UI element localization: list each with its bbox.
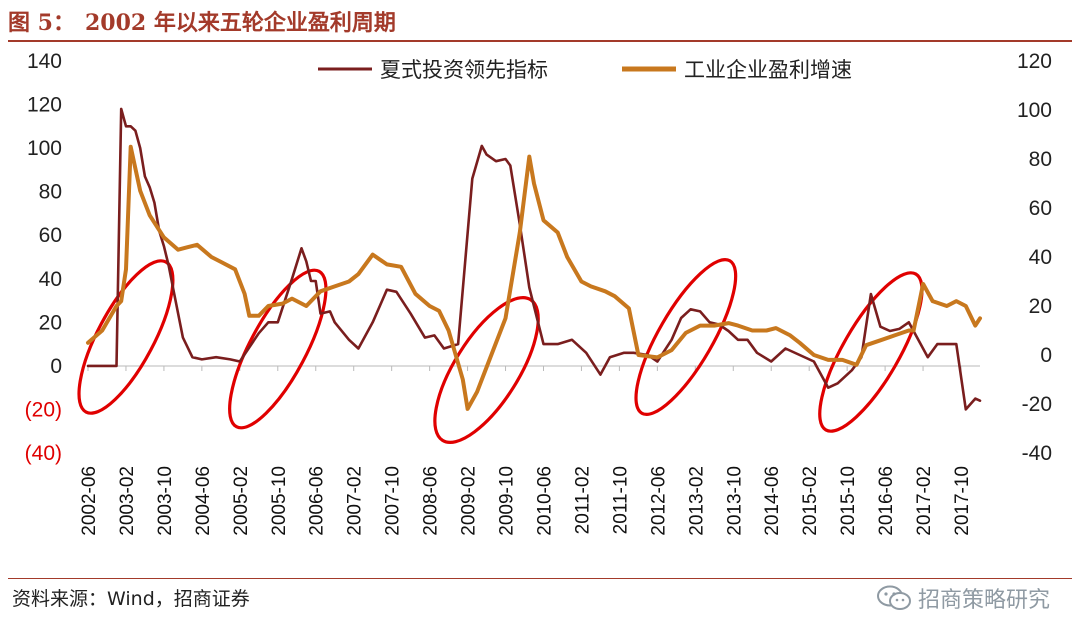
x-axis-tick-label: 2005-02 [231,466,252,536]
x-axis-tick-label: 2015-02 [800,466,821,536]
right-axis-tick-label: -40 [1022,442,1052,465]
right-axis-tick-label: -20 [1022,393,1052,416]
left-axis-tick-label: 40 [39,268,62,291]
x-axis-tick-label: 2015-10 [838,466,859,536]
chart-legend: 夏式投资领先指标 工业企业盈利增速 [318,58,852,82]
series-line-industrial-profit [86,144,982,411]
x-axis-tick-label: 2012-06 [648,466,669,536]
x-axis-tick-label: 2006-06 [307,466,328,536]
left-axis-tick-label: (20) [25,398,62,421]
left-axis-tick-label: 60 [39,224,62,247]
left-axis-tick-label: 80 [39,181,62,204]
figure-title: 2002 年以来五轮企业盈利周期 [84,10,396,36]
highlight-ellipses [77,258,924,445]
source-note: 资料来源：Wind，招商证券 [12,588,250,610]
x-axis-tick-label: 2016-06 [876,466,897,536]
watermark-text: 招商策略研究 [917,588,1050,613]
x-axis-tick-label: 2017-10 [952,466,973,536]
x-axis-tick-label: 2010-06 [534,466,555,536]
chart-axes: 140 120 100 80 60 40 20 0 (20) (40) 120 100 80 60 40 20… [25,50,1052,536]
left-axis-tick-label: 20 [39,311,62,334]
series-line-investment-indicator [86,107,982,411]
cycle-highlight-ellipse [634,258,738,416]
wechat-icon [876,585,911,610]
right-axis-tick-label: 20 [1029,295,1052,318]
x-axis-tick-label: 2007-10 [383,466,404,536]
right-axis-tick-label: 60 [1029,197,1052,220]
left-axis-tick-label: 120 [27,94,62,117]
x-axis-tick-label: 2008-06 [421,466,442,536]
x-axis-tick-label: 2013-10 [724,466,745,536]
cycle-highlight-ellipse [228,268,328,430]
x-axis-tick-label: 2009-10 [497,466,518,536]
right-axis-tick-label: 100 [1017,99,1052,122]
left-axis-tick-label: 100 [27,137,62,160]
cycle-highlight-ellipse [818,271,924,433]
left-axis-tick-label: (40) [25,442,62,465]
x-axis-tick-label: 2013-02 [686,466,707,536]
right-axis-tick-label: 80 [1029,148,1052,171]
watermark: 招商策略研究 [876,582,1050,614]
right-axis-tick-label: 0 [1040,344,1052,367]
x-axis-tick-label: 2004-06 [193,466,214,536]
x-axis-tick-label: 2011-02 [572,466,593,534]
x-axis-tick-label: 2003-02 [117,466,138,536]
cycle-highlight-ellipse [77,259,175,415]
left-axis-tick-label: 0 [50,355,62,378]
x-axis-tick-label: 2014-06 [762,466,783,536]
legend-label: 夏式投资领先指标 [380,58,548,82]
x-axis-tick-label: 2011-10 [610,466,631,534]
x-axis-tick-label: 2009-02 [459,466,480,536]
x-axis-tick-label: 2017-02 [914,466,935,536]
x-axis-tick-label: 2007-02 [345,466,366,536]
left-axis-tick-label: 140 [27,50,62,73]
figure-title-row: 图 5： 2002 年以来五轮企业盈利周期 [8,4,396,38]
right-axis-tick-label: 40 [1029,246,1052,269]
cycle-highlight-ellipse [433,295,540,445]
footer-rule [8,578,1072,579]
legend-label: 工业企业盈利增速 [684,58,852,82]
right-axis-tick-label: 120 [1017,50,1052,73]
x-axis-tick-label: 2005-10 [269,466,290,536]
x-axis-tick-label: 2002-06 [79,466,100,536]
chart-series [86,107,982,411]
x-axis-tick-label: 2003-10 [155,466,176,536]
title-rule [8,40,1072,42]
chart-canvas: 140 120 100 80 60 40 20 0 (20) (40) 120 100 80 60 40 20… [25,50,1052,536]
figure-label: 图 5： [8,10,75,36]
